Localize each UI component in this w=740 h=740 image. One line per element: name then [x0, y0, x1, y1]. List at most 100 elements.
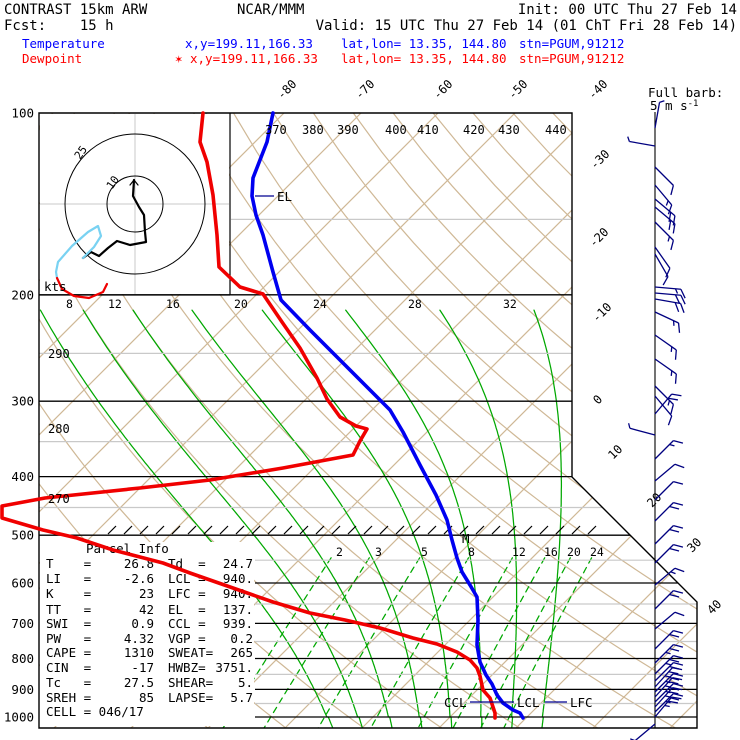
- wind-barb: [654, 198, 676, 226]
- pressure-tick-label: 700: [11, 616, 34, 631]
- wind-barb: [654, 463, 685, 482]
- center-title: NCAR/MMM: [237, 2, 305, 18]
- parcel-row-text: SWI =: [46, 616, 91, 631]
- parcel-row-text: 27.5: [124, 675, 154, 690]
- hatch-tick: [139, 525, 149, 535]
- pressure-tick-label: 400: [11, 469, 34, 484]
- wind-barb: [654, 221, 675, 251]
- hodo-trace-arrow: [129, 179, 139, 186]
- parcel-row-text: CELL = 046/17: [46, 704, 144, 719]
- wind-barb: [654, 667, 683, 688]
- hodo-ring-inner-label: 10: [104, 173, 122, 191]
- wind-barb: [654, 677, 683, 698]
- dry-adiabat-label: 270: [48, 492, 70, 506]
- isotherm-line: [39, 113, 362, 728]
- parcel-row-text: 24.7: [223, 556, 253, 571]
- wind-barb: [654, 696, 682, 718]
- wind-barb: [654, 687, 683, 708]
- level-markers: EL M CCL LCL LFC: [255, 189, 593, 710]
- wind-barb: [654, 298, 685, 313]
- moist-adiabat-label: 20: [234, 297, 248, 311]
- dry-adiabat-line: [232, 113, 697, 728]
- parcel-row-text: SHEAR=: [168, 675, 213, 690]
- hodograph-trace: [54, 178, 148, 300]
- hatch-tick: [363, 525, 373, 535]
- hatch-tick: [427, 525, 437, 535]
- mixing-ratio-label: 16: [544, 545, 558, 559]
- temperature-curve: [250, 111, 525, 720]
- dry-adiabat-label: 280: [48, 422, 70, 436]
- ccl-marker: CCL: [444, 695, 467, 710]
- mixing-ratio-line: [317, 557, 421, 728]
- isotherm-line: [39, 113, 516, 728]
- hatch-tick: [267, 525, 277, 535]
- hodo-ring-25kts: [64, 133, 206, 275]
- wind-barb: [654, 611, 685, 630]
- isotherm-label: 10: [605, 442, 625, 462]
- parcel-row-text: 3751.: [215, 660, 253, 675]
- barb-legend: Full barb: 5 m s-1: [648, 85, 723, 113]
- dry-adiabat-line: [39, 113, 521, 728]
- temperature-legend: Temperature: [22, 36, 105, 51]
- hodo-ring-10kts: [106, 175, 164, 233]
- lcl-marker: LCL: [517, 695, 540, 710]
- parcel-row-text: Tc =: [46, 675, 91, 690]
- mixing-ratio-label: 5: [421, 545, 428, 559]
- wind-barb: [654, 166, 675, 196]
- wind-barb: [654, 501, 684, 522]
- pressure-tick-label: 1000: [4, 710, 34, 725]
- init-time: Init: 00 UTC Thu 27 Feb 14: [517, 2, 737, 18]
- dry-adiabat-label: 400: [385, 123, 407, 137]
- hodo-trace-mid: [54, 224, 103, 280]
- dry-adiabat-line: [392, 113, 697, 728]
- wind-barb: [654, 589, 684, 610]
- mixing-ratio-label: 12: [512, 545, 526, 559]
- parcel-row-text: EL =: [168, 602, 206, 617]
- parcel-row-text: 1310: [124, 645, 154, 660]
- hodo-ring-outer-label: 25: [72, 143, 90, 161]
- isotherm-line: [438, 113, 697, 728]
- mixing-ratio-line: [502, 557, 593, 728]
- moist-adiabat-label: 24: [313, 297, 327, 311]
- hatch-tick: [539, 525, 549, 535]
- isotherm-label: -80: [274, 77, 299, 102]
- mixing-ratio-label: 3: [375, 545, 382, 559]
- moist-adiabat-label: 8: [66, 297, 73, 311]
- isotherm-line: [592, 113, 697, 728]
- wind-barb: [654, 629, 684, 650]
- el-marker: EL: [277, 189, 292, 204]
- hatch-tick: [523, 525, 533, 535]
- parcel-row-text: 23: [139, 586, 154, 601]
- wind-barb: [654, 100, 665, 129]
- wind-barb: [628, 423, 656, 436]
- parcel-row-text: LAPSE=: [168, 690, 213, 705]
- parcel-row-text: TT =: [46, 602, 91, 617]
- melting-level-marker: M: [462, 531, 470, 546]
- isotherm-label: -40: [585, 77, 610, 102]
- hatch-tick: [395, 525, 405, 535]
- parcel-row-text: -17: [131, 660, 154, 675]
- fcst-hour: Fcst: 15 h: [4, 18, 114, 34]
- isotherm-label: -50: [505, 77, 530, 102]
- hatch-tick: [347, 525, 357, 535]
- isotherm-label: -10: [589, 300, 614, 325]
- dry-adiabat-line: [153, 113, 697, 728]
- parcel-row-text: LI =: [46, 571, 91, 586]
- parcel-row-text: 939.: [223, 616, 253, 631]
- wind-barb: [654, 311, 681, 333]
- parcel-row-text: SWEAT=: [168, 645, 213, 660]
- hatch-tick: [331, 525, 341, 535]
- pressure-gridlines: [39, 218, 697, 718]
- mixing-ratio-label: 2: [336, 545, 343, 559]
- hodo-trace-low: [81, 178, 148, 260]
- moist-adiabat-line: [533, 309, 563, 728]
- isotherm-line: [39, 113, 439, 728]
- parcel-row-text: 0.2: [230, 631, 253, 646]
- hatch-tick: [171, 525, 181, 535]
- parcel-row-text: HWBZ=: [168, 660, 206, 675]
- parcel-row-text: 5.: [238, 675, 253, 690]
- parcel-row-text: CAPE =: [46, 645, 91, 660]
- parcel-row-text: LFC =: [168, 586, 206, 601]
- isotherm-line: [207, 113, 697, 728]
- hatch-tick: [219, 525, 229, 535]
